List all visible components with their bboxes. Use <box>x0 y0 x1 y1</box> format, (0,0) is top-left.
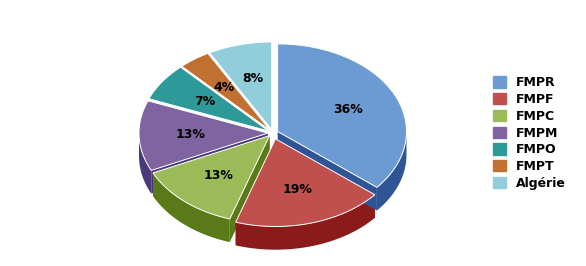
Polygon shape <box>377 132 407 211</box>
Text: 8%: 8% <box>242 72 263 85</box>
Polygon shape <box>275 139 375 218</box>
Text: 13%: 13% <box>203 169 233 182</box>
Polygon shape <box>230 136 270 242</box>
Polygon shape <box>236 195 375 250</box>
Polygon shape <box>182 53 270 130</box>
Polygon shape <box>278 44 407 187</box>
Text: 4%: 4% <box>214 81 235 94</box>
Polygon shape <box>151 133 268 194</box>
Polygon shape <box>153 136 270 219</box>
Text: 7%: 7% <box>194 95 216 108</box>
Polygon shape <box>210 42 272 130</box>
Polygon shape <box>236 139 275 246</box>
Text: 13%: 13% <box>176 128 206 141</box>
Polygon shape <box>149 67 269 131</box>
Polygon shape <box>153 173 230 242</box>
Text: 36%: 36% <box>333 103 363 116</box>
Legend: FMPR, FMPF, FMPC, FMPM, FMPO, FMPT, Algérie: FMPR, FMPF, FMPC, FMPM, FMPO, FMPT, Algé… <box>490 74 568 192</box>
Text: 19%: 19% <box>282 183 312 196</box>
Polygon shape <box>139 101 268 171</box>
Polygon shape <box>236 139 375 226</box>
Polygon shape <box>139 132 151 194</box>
Polygon shape <box>153 136 270 196</box>
Polygon shape <box>278 131 377 211</box>
